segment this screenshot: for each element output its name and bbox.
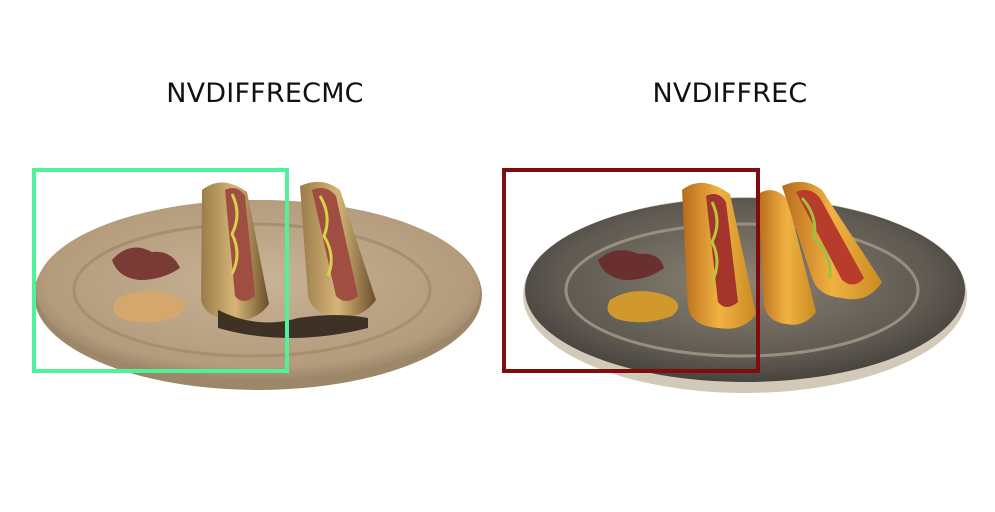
panel-title-nvdiffrec: NVDIFFREC [652, 78, 808, 109]
panel-title-nvdiffrecmc: NVDIFFRECMC [166, 78, 364, 109]
hotdogs-left [201, 181, 376, 338]
render-nvdiffrec [523, 181, 967, 393]
highlight-box-right [502, 168, 760, 373]
hotdogs-right [682, 181, 882, 329]
sauce-blobs-left [112, 247, 186, 323]
render-nvdiffrecmc [34, 181, 482, 390]
sauce-blobs-right [598, 250, 679, 323]
highlight-box-left [32, 168, 289, 373]
